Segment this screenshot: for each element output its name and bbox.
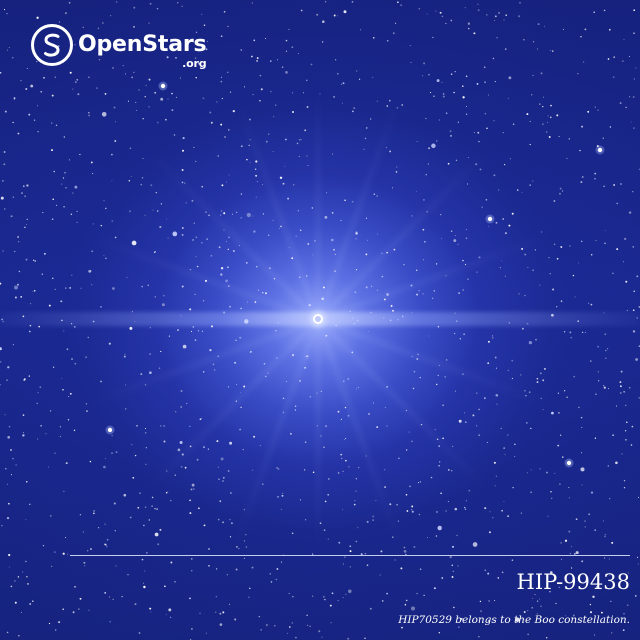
logo-wordmark: OpenStars .org — [78, 32, 207, 70]
star-designation: HIP-99438 — [516, 570, 631, 594]
star-caption: HIP70529 belongs to the Boo constellatio… — [398, 614, 630, 626]
logo-brand-name: OpenStars — [78, 32, 207, 57]
caption-divider — [70, 555, 630, 556]
central-star — [313, 314, 323, 324]
logo-tld: .org — [182, 57, 207, 70]
openstars-logo[interactable]: OpenStars .org — [30, 20, 207, 70]
openstars-s-logo-icon — [31, 24, 73, 66]
